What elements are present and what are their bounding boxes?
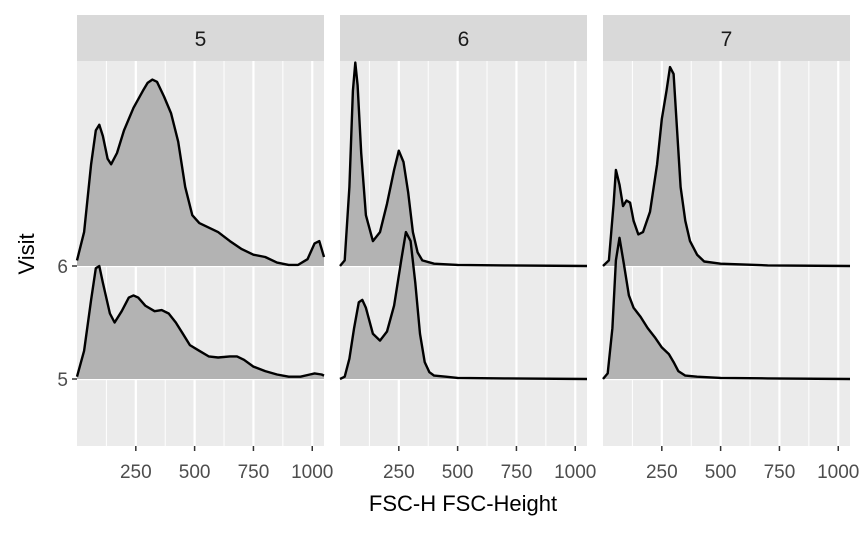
facet-strip-label: 6 [458, 28, 470, 51]
x-tick-label: 750 [501, 462, 533, 483]
ridge-area-visit-6 [340, 62, 587, 266]
ridge-line-visit-5 [339, 230, 588, 381]
ridge-line-visit-6 [602, 65, 851, 268]
facet-panel-6: 6 250 500 750 1000 [339, 15, 596, 483]
facet-strip-5 [77, 15, 324, 61]
x-tick-label: 500 [179, 462, 211, 483]
ridge-area-visit-5 [77, 266, 324, 379]
ridge-area-visit-5 [603, 237, 850, 379]
y-tick-label: 5 [57, 370, 68, 391]
x-tick-label: 750 [238, 462, 270, 483]
y-axis-title: Visit [14, 233, 39, 274]
x-tick-label: 1000 [817, 462, 859, 483]
x-tick-label: 250 [120, 462, 152, 483]
ridge-line-visit-5 [75, 264, 325, 378]
facet-strip-6 [340, 15, 587, 61]
x-tick-label: 500 [442, 462, 474, 483]
ridge-area-visit-6 [603, 67, 850, 266]
ridge-area-visit-5 [340, 232, 587, 379]
facet-panel-5: 5 250 500 750 1000 [75, 15, 333, 483]
y-axis: 56 [57, 257, 77, 391]
facet-panel-7: 7 250 500 750 1000 [602, 15, 859, 483]
facet-strip-label: 7 [721, 28, 733, 51]
x-axis-title: FSC-H FSC-Height [369, 491, 557, 516]
facet-panels: 5 250 500 750 1000 6 250 500 750 1000 7 250 500 750 10… [75, 15, 859, 483]
x-tick-label: 1000 [554, 462, 596, 483]
x-tick-label: 750 [764, 462, 796, 483]
ridge-line-visit-5 [602, 236, 851, 381]
x-tick-label: 250 [646, 462, 678, 483]
x-tick-label: 250 [383, 462, 415, 483]
ridge-area-visit-6 [77, 79, 324, 266]
facet-strip-7 [603, 15, 850, 61]
facet-strip-label: 5 [195, 28, 207, 51]
ridge-line-visit-6 [75, 78, 326, 267]
ridge-line-visit-6 [339, 61, 588, 268]
x-tick-label: 500 [705, 462, 737, 483]
x-tick-label: 1000 [291, 462, 333, 483]
y-tick-label: 6 [57, 257, 68, 278]
